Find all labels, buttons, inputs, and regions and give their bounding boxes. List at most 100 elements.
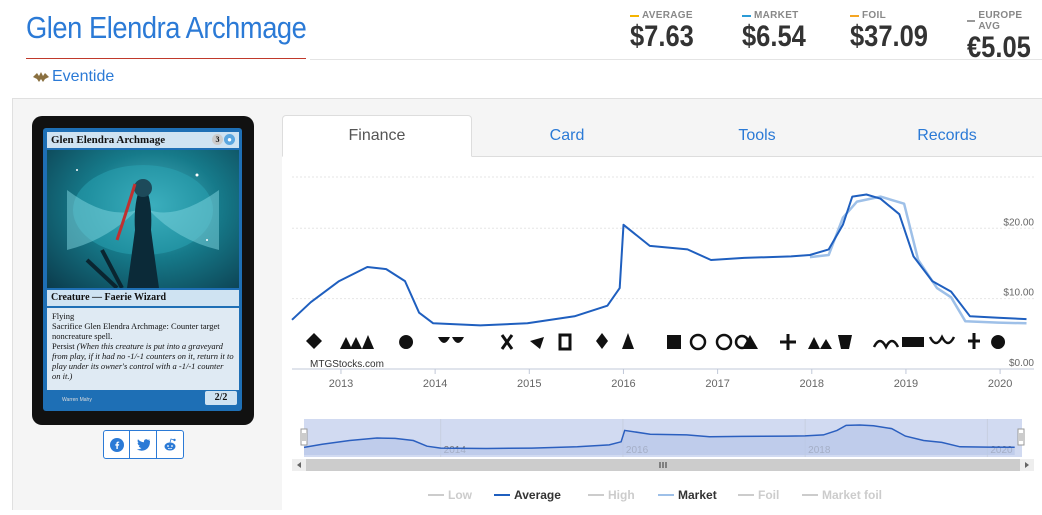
legend-item-market-foil[interactable]: Market foil [802,488,882,502]
tab-tools[interactable]: Tools [738,127,776,144]
set-icon [596,333,608,349]
x-tick-label: 2014 [423,378,447,390]
header: Glen Elendra Archmage Eventide AVERAGE $… [0,0,1042,98]
x-tick-label: 2013 [329,378,353,390]
y-tick-label: $20.00 [1003,217,1034,228]
card-power-toughness: 2/2 [205,391,237,405]
set-icon [715,333,733,351]
tab-finance[interactable]: Finance [282,115,472,157]
scroll-right-arrow[interactable] [1025,462,1029,468]
y-grid [292,227,1034,300]
set-icon [558,333,572,351]
price-market-value: $6.54 [742,20,806,53]
legend-label: Market foil [822,488,882,502]
card-art [47,150,239,288]
set-icon [780,334,796,350]
series-line-average [291,193,1027,327]
navigator-series [303,424,1015,455]
navigator-line [303,424,1015,450]
reddit-icon [164,438,176,451]
legend-label: Foil [758,488,779,502]
card-image-name: Glen Elendra Archmage 3 ● [47,132,239,148]
set-icon [362,335,374,349]
europe-dash [967,20,976,22]
facebook-share-button[interactable] [103,430,130,459]
price-foil-label: FOIL [862,10,886,21]
y-tick-label: $10.00 [1003,288,1034,299]
card-rules-text: Flying Sacrifice Glen Elendra Archmage: … [47,308,239,390]
eventide-set-icon [33,72,49,82]
rules-line-3: Persist [52,341,75,351]
x-tick-label: 2015 [517,378,541,390]
set-icon [808,337,832,349]
scroll-left-arrow[interactable] [297,462,301,468]
price-chart[interactable]: $20.00 $10.00 $0.00 2013 2014 2015 2016 2017 20… [282,157,1042,510]
set-name: Eventide [52,68,115,85]
series-line-market [809,195,1027,325]
tab-records[interactable]: Records [917,127,977,144]
set-link[interactable]: Eventide [32,68,114,86]
set-icon [340,337,362,349]
price-chart-svg: $20.00$10.00$0.00 2013 2014 2015 2016 2017 20… [291,176,1034,502]
price-market-label: MARKET [754,10,799,21]
legend-item-average[interactable]: Average [494,488,561,502]
card-image-name-text: Glen Elendra Archmage [51,134,166,146]
rules-line-2: Sacrifice Glen Elendra Archmage: Counter… [52,321,220,341]
set-icon [902,337,924,347]
set-icon [689,333,707,351]
price-europe-label: EUROPE AVG [978,10,1023,32]
price-average-value: $7.63 [630,20,694,53]
twitter-share-button[interactable] [130,430,157,459]
chart-legend: Low Average High Market Foil Market foil [428,488,882,502]
x-tick-label: 2018 [800,378,824,390]
legend-item-market[interactable]: Market [658,488,717,502]
set-icon [399,335,414,349]
share-buttons [103,430,184,459]
price-market: MARKET $6.54 [742,10,817,54]
set-icon [991,335,1006,349]
card-artist: Warren Mahy [62,397,92,403]
y-axis-labels: $20.00 $10.00 $0.00 [1003,217,1034,369]
price-foil: FOIL $37.09 [850,10,942,54]
x-tick-label: 2017 [705,378,729,390]
tab-card[interactable]: Card [549,127,585,144]
blue-mana-icon: ● [224,134,235,145]
set-release-icons [306,333,1006,351]
reddit-share-button[interactable] [157,430,184,459]
set-icon [667,335,681,349]
series-lines [291,193,1027,327]
twitter-icon [136,438,150,451]
set-icon [622,333,634,349]
set-icon [838,335,852,349]
set-icon [872,339,900,350]
rules-reminder: (When this creature is put into a gravey… [52,341,234,381]
set-icon [742,335,758,349]
facebook-icon [109,437,124,452]
legend-label: High [608,488,635,502]
navigator-left-handle[interactable] [300,428,308,446]
x-axis-labels: 2013 2014 2015 2016 2017 2018 2019 2020 [329,369,1012,390]
legend-item-high[interactable]: High [588,488,635,502]
legend-item-low[interactable]: Low [428,488,473,502]
legend-label: Low [448,488,473,502]
price-europe: EUROPE AVG €5.05 [967,10,1042,65]
price-foil-value: $37.09 [850,20,929,53]
price-average: AVERAGE $7.63 [630,10,705,54]
navigator-area [304,425,1015,455]
set-icon [438,337,464,343]
card-type-line: Creature — Faerie Wizard [47,290,239,306]
x-tick-label: 2020 [988,378,1012,390]
page-title: Glen Elendra Archmage [26,10,307,45]
navigator-right-handle[interactable] [1017,428,1025,446]
price-average-label: AVERAGE [642,10,693,21]
y-tick-label: $0.00 [1009,358,1034,369]
set-icon [968,333,980,349]
market-dash [742,14,751,17]
price-europe-value: €5.05 [967,31,1031,64]
x-tick-label: 2019 [894,378,918,390]
tab-bar: Finance Card Tools Records [282,115,1042,157]
legend-item-foil[interactable]: Foil [738,488,779,502]
set-icon [530,337,544,349]
set-icon [306,333,322,349]
average-dash [630,14,639,17]
